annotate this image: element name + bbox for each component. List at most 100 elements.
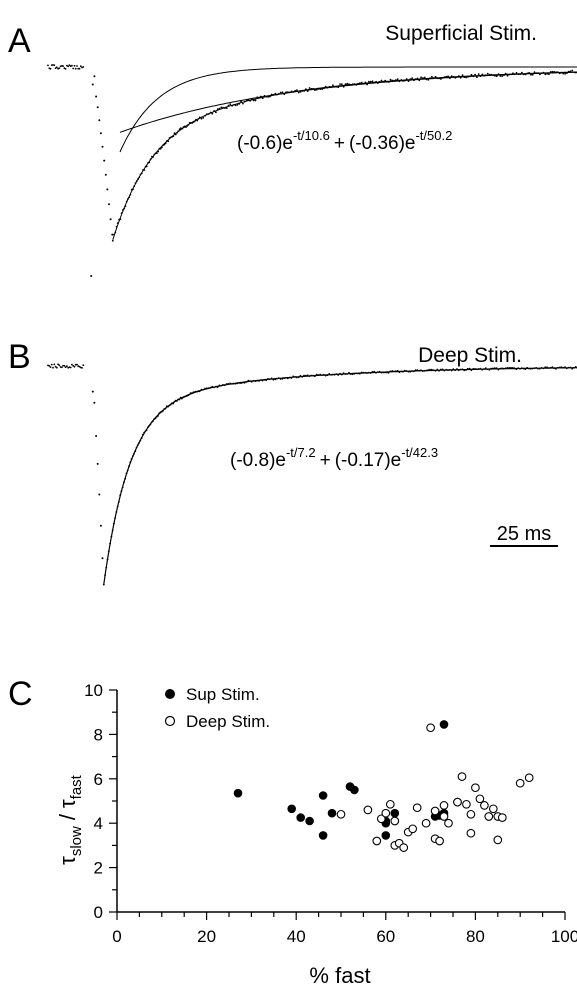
- trace-dot: [96, 106, 99, 109]
- y-tick-label: 6: [94, 770, 103, 789]
- trace-dot: [77, 67, 80, 70]
- deep-stim-point: [399, 843, 409, 852]
- sup-stim-point: [381, 831, 391, 840]
- y-tick-label: 4: [94, 814, 103, 833]
- trace-dot: [73, 64, 76, 67]
- trace-dot: [58, 67, 61, 69]
- trace-dot: [61, 366, 63, 369]
- sup-stim-point: [305, 816, 314, 826]
- trace-dot: [78, 67, 81, 70]
- trace-dot: [341, 83, 343, 85]
- panel-a-fit-fast: [119, 66, 577, 153]
- trace-dot: [76, 363, 78, 366]
- trace-dot: [461, 74, 464, 76]
- sup-stim-point: [327, 808, 337, 818]
- trace-dot: [74, 67, 77, 70]
- eq-a-term1: (-0.6)e: [237, 133, 293, 154]
- deep-stim-point: [457, 772, 467, 781]
- trace-dot: [50, 363, 53, 366]
- trace-dot: [297, 91, 300, 94]
- deep-stim-point: [421, 818, 431, 828]
- deep-stim-point: [480, 801, 489, 810]
- trace-dot: [95, 95, 98, 98]
- trace-dot: [54, 365, 57, 368]
- trace-dot: [396, 78, 399, 81]
- sup-stim-point: [296, 813, 306, 822]
- sup-stim-point: [439, 720, 449, 729]
- eq-b-term2: (-0.17)e: [335, 450, 402, 471]
- trace-dot: [68, 64, 71, 66]
- deep-stim-point: [484, 812, 494, 821]
- trace-dot: [495, 75, 498, 78]
- deep-stim-point: [363, 805, 373, 815]
- panel-a-trace: Superficial Stim. (-0.6)e-t/10.6 + (-0.36)…: [47, 22, 577, 242]
- panel-letter-b: B: [8, 338, 31, 376]
- deep-stim-point: [444, 818, 453, 828]
- c-legend: Sup Stim. Deep Stim.: [164, 685, 270, 731]
- trace-dot: [99, 524, 102, 527]
- trace-dot: [111, 239, 114, 242]
- trace-dot: [62, 364, 64, 367]
- trace-dot: [55, 66, 58, 69]
- deep-stim-point: [372, 836, 382, 846]
- trace-dot: [93, 75, 96, 78]
- trace-dot: [74, 363, 77, 366]
- panel-a-title: Superficial Stim.: [385, 22, 537, 45]
- deep-stim-point: [439, 812, 449, 821]
- eq-b-plus: +: [320, 450, 331, 471]
- c-y-label: τslow/τfast: [55, 774, 85, 865]
- x-tick-label: 100: [551, 927, 577, 946]
- eq-a-term2: (-0.36)e: [349, 133, 416, 154]
- deep-stim-point: [426, 723, 435, 733]
- sup-stim-point: [287, 804, 297, 814]
- legend-marker-deep: [164, 715, 176, 727]
- trace-dot: [229, 103, 232, 106]
- eq-b-term1: (-0.8)e: [230, 450, 286, 471]
- trace-dot: [236, 103, 239, 106]
- trace-dot: [427, 79, 430, 81]
- eq-b-exp1: -t/7.2: [286, 445, 316, 460]
- trace-dot: [486, 72, 489, 75]
- trace-dot: [72, 365, 75, 367]
- trace-dot: [69, 366, 72, 369]
- trace-dot: [380, 79, 383, 82]
- deep-stim-point: [390, 816, 400, 826]
- x-tick-label: 80: [466, 927, 485, 946]
- x-tick-label: 40: [287, 927, 306, 946]
- trace-dot: [98, 493, 101, 496]
- trace-dot: [103, 159, 106, 162]
- deep-stim-point: [515, 778, 525, 788]
- trace-dot: [562, 72, 565, 75]
- deep-stim-point: [488, 804, 498, 814]
- trace-dot: [99, 132, 102, 135]
- trace-dot: [101, 557, 104, 560]
- trace-dot: [66, 64, 68, 67]
- trace-dot: [95, 435, 98, 437]
- deep-stim-point: [385, 799, 395, 809]
- trace-dot: [96, 462, 99, 465]
- y-tick-label: 0: [94, 903, 103, 922]
- trace-dot: [476, 76, 478, 79]
- trace-dot: [477, 73, 480, 75]
- trace-dot: [81, 367, 83, 369]
- trace-dot: [73, 365, 76, 368]
- trace-dot: [63, 364, 66, 367]
- trace-dot: [499, 75, 502, 77]
- trace-dot: [531, 73, 534, 76]
- trace-dot: [539, 73, 541, 76]
- trace-dot: [48, 365, 51, 367]
- deep-stim-point: [524, 773, 534, 783]
- sup-stim-point: [318, 831, 328, 840]
- c-points: [233, 720, 534, 852]
- panel-a-equation: (-0.6)e-t/10.6 + (-0.36)e-t/50.2: [237, 128, 452, 154]
- panel-b-equation: (-0.8)e-t/7.2 + (-0.17)e-t/42.3: [230, 445, 438, 471]
- deep-stim-point: [497, 813, 507, 822]
- deep-stim-point: [381, 808, 391, 818]
- trace-dot: [215, 111, 217, 114]
- trace-dot: [571, 69, 574, 72]
- trace-dot: [64, 68, 67, 70]
- trace-dot: [254, 99, 257, 102]
- trace-dot: [211, 112, 214, 115]
- trace-dot: [515, 72, 518, 74]
